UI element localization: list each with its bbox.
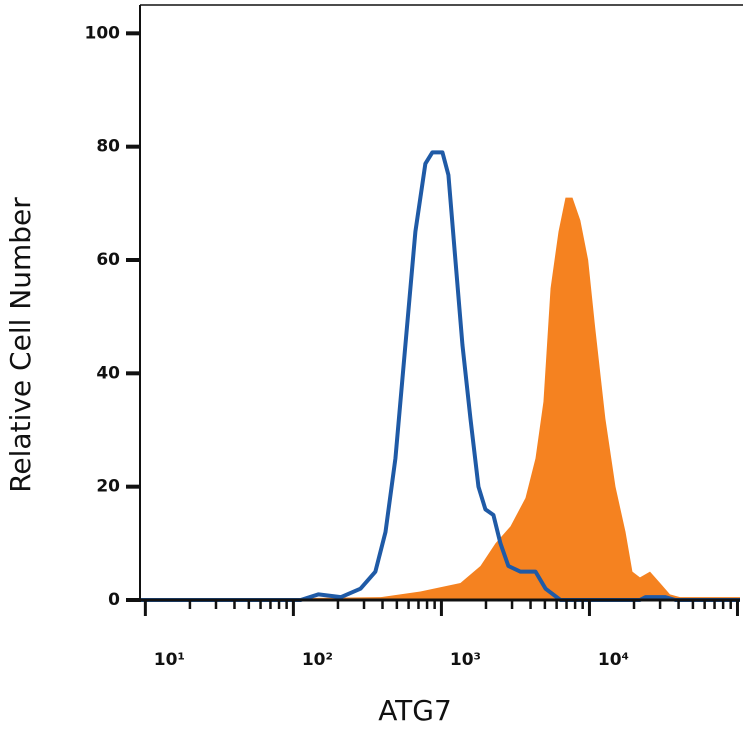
y-tick-label: 80 [96,137,120,157]
y-tick-label: 40 [96,363,120,383]
x-tick-label: 10² [302,650,333,670]
histogram-area [140,197,740,600]
x-tick-label: 10¹ [154,650,185,670]
y-tick-label: 100 [85,23,121,43]
y-tick-label: 0 [108,590,120,610]
y-tick-label: 20 [96,477,120,497]
y-axis-title: Relative Cell Number [4,197,37,493]
x-axis-title: ATG7 [378,694,452,727]
x-tick-label: 10⁴ [598,650,629,670]
histogram-line [140,150,740,602]
y-tick-label: 60 [96,250,120,270]
x-tick-label: 10³ [450,650,481,670]
